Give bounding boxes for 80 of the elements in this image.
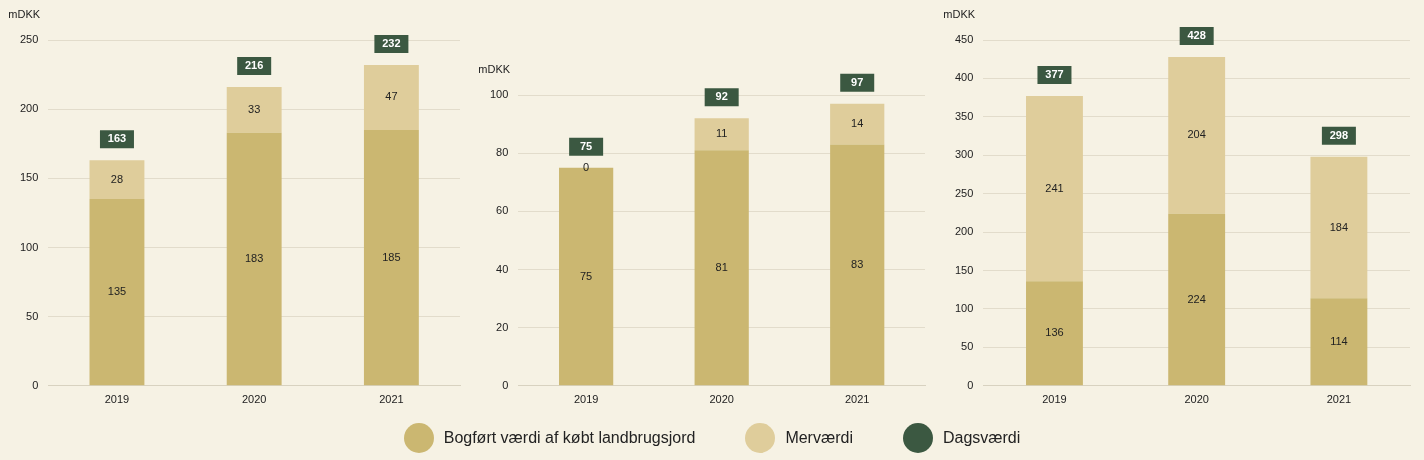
bar	[694, 118, 749, 151]
y-tick-label: 40	[496, 262, 509, 275]
bar	[1026, 281, 1083, 386]
data-label: 183	[245, 252, 264, 265]
data-label: 241	[1045, 181, 1064, 194]
y-tick-label: 50	[26, 309, 39, 322]
y-tick-label: 200	[19, 102, 39, 115]
y-tick-label: 80	[496, 146, 509, 159]
data-label: 114	[1330, 334, 1348, 347]
data-label: 204	[1187, 128, 1206, 141]
data-label: 185	[382, 250, 401, 263]
y-tick-label: 20	[496, 320, 509, 333]
x-tick-label: 2021	[1326, 393, 1352, 406]
data-label: 136	[1045, 326, 1064, 339]
y-tick-label: 350	[954, 109, 974, 122]
y-tick-label: 0	[967, 378, 974, 391]
y-tick-label: 150	[954, 263, 974, 276]
bar	[226, 132, 282, 386]
total-label: 97	[851, 75, 864, 88]
x-tick-label: 2020	[241, 393, 267, 406]
y-tick-label: 50	[961, 340, 974, 353]
y-tick-label: 250	[19, 33, 39, 46]
data-label: 224	[1187, 292, 1206, 305]
x-tick-label: 2021	[379, 393, 404, 406]
y-tick-label: 60	[496, 204, 509, 217]
y-tick-label: 400	[954, 71, 974, 84]
bar	[1168, 213, 1226, 386]
y-tick-label: 100	[489, 88, 509, 101]
y-tick-label: 100	[954, 301, 974, 314]
bar	[830, 103, 885, 145]
bar	[1026, 96, 1083, 282]
data-label: 81	[715, 260, 728, 273]
data-label: 33	[248, 102, 261, 115]
bar	[694, 150, 749, 386]
bar	[363, 64, 419, 130]
legend-label: Bogført værdi af købt landbrugsjord	[443, 429, 696, 447]
y-axis-title: mDKK	[8, 8, 41, 20]
x-tick-label: 2021	[844, 393, 870, 406]
bar	[226, 87, 282, 133]
total-label: 75	[580, 139, 593, 152]
data-label: 135	[107, 285, 127, 298]
bar	[1310, 156, 1368, 299]
x-tick-label: 2020	[709, 393, 734, 406]
y-tick-label: 0	[502, 378, 509, 391]
bar	[89, 160, 145, 200]
total-label: 216	[245, 59, 264, 72]
data-label: 0	[583, 160, 590, 173]
total-label: 298	[1329, 128, 1349, 141]
y-tick-label: 250	[954, 186, 974, 199]
y-axis-title: mDKK	[478, 63, 511, 75]
data-label: 47	[385, 90, 398, 103]
bar	[1310, 298, 1368, 386]
total-label: 92	[715, 90, 728, 103]
bar	[1168, 56, 1226, 214]
y-tick-label: 450	[954, 33, 974, 46]
legend-label: Merværdi	[785, 429, 853, 447]
total-label: 428	[1187, 28, 1206, 41]
total-label: 232	[382, 36, 401, 49]
y-axis-title: mDKK	[943, 8, 976, 20]
data-label: 14	[851, 117, 864, 130]
total-label: 163	[107, 132, 127, 145]
y-tick-label: 0	[32, 378, 39, 391]
data-label: 184	[1329, 220, 1349, 233]
x-tick-label: 2019	[1042, 393, 1067, 406]
x-tick-label: 2020	[1184, 393, 1209, 406]
bar	[830, 144, 885, 386]
total-label: 377	[1045, 68, 1064, 81]
bar	[89, 199, 145, 386]
y-tick-label: 100	[19, 240, 39, 253]
x-tick-label: 2019	[104, 393, 130, 406]
y-tick-label: 300	[954, 148, 974, 161]
legend-label: Dagsværdi	[942, 429, 1021, 447]
bar	[363, 129, 419, 386]
data-label: 28	[110, 172, 124, 185]
y-tick-label: 200	[954, 225, 974, 238]
data-label: 75	[580, 269, 593, 282]
y-tick-label: 150	[19, 171, 39, 184]
data-label: 11	[715, 127, 728, 140]
x-tick-label: 2019	[573, 393, 599, 406]
data-label: 83	[851, 257, 864, 270]
